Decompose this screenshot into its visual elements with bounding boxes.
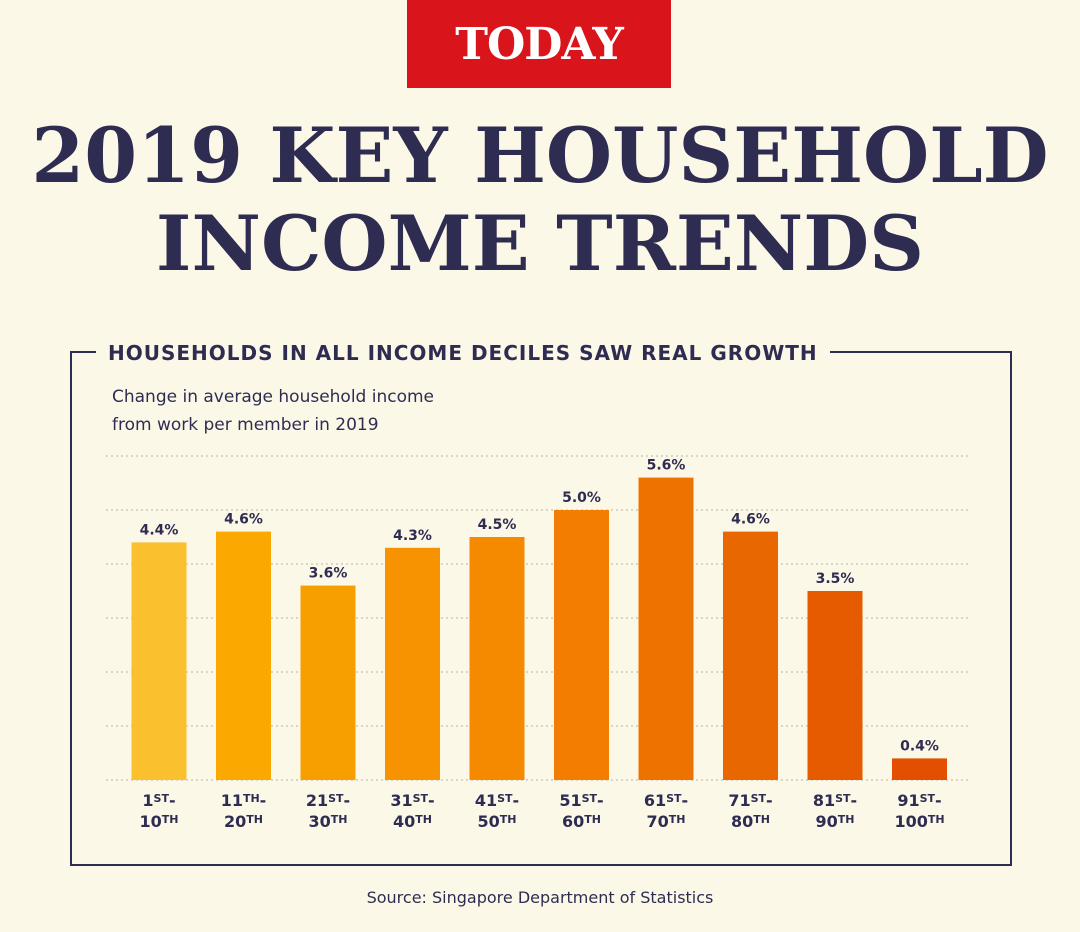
category-label-bottom: 20TH xyxy=(224,812,263,831)
category-label-top: 31ST- xyxy=(390,791,434,810)
category-label-bottom: 70TH xyxy=(647,812,686,831)
page-title-line-2: INCOME TRENDS xyxy=(155,199,925,288)
bar xyxy=(469,537,525,780)
bar xyxy=(131,542,187,780)
category-label-bottom: 60TH xyxy=(562,812,601,831)
category-label-top: 71ST- xyxy=(728,791,772,810)
bar-value-label: 4.4% xyxy=(140,522,179,538)
chart-subtitle: Change in average household income from … xyxy=(112,383,434,439)
category-label-bottom: 10TH xyxy=(140,812,179,831)
bar xyxy=(807,591,863,780)
bar xyxy=(723,531,778,780)
bar-value-label: 4.6% xyxy=(731,512,770,528)
bar xyxy=(892,758,947,780)
bar xyxy=(385,547,440,780)
category-label-top: 41ST- xyxy=(475,791,519,810)
bar xyxy=(638,477,694,780)
today-logo: TODAY xyxy=(407,0,671,88)
category-label-top: 91ST- xyxy=(897,791,941,810)
bar-value-label: 3.5% xyxy=(816,571,855,587)
bar-value-label: 5.0% xyxy=(562,490,601,506)
source-note: Source: Singapore Department of Statisti… xyxy=(366,888,714,907)
chart-subtitle-line-1: Change in average household income xyxy=(112,387,435,407)
bar-value-label: 4.3% xyxy=(393,528,432,544)
bar xyxy=(300,585,356,780)
category-label-top: 21ST- xyxy=(306,791,350,810)
page-title-line-1: 2019 KEY HOUSEHOLD xyxy=(31,111,1049,200)
category-label-bottom: 30TH xyxy=(309,812,348,831)
category-label-bottom: 40TH xyxy=(393,812,432,831)
page-title: 2019 KEY HOUSEHOLD INCOME TRENDS xyxy=(0,112,1080,288)
logo-text: TODAY xyxy=(455,18,624,70)
category-label-top: 61ST- xyxy=(644,791,688,810)
bar-value-label: 4.6% xyxy=(224,512,263,528)
category-label-bottom: 90TH xyxy=(816,812,855,831)
category-label-top: 11TH- xyxy=(221,791,267,810)
category-label-top: 1ST- xyxy=(142,791,175,810)
bar-value-label: 5.6% xyxy=(647,458,686,474)
category-label-bottom: 100TH xyxy=(894,812,944,831)
bar-value-label: 3.6% xyxy=(309,566,348,582)
bar xyxy=(216,531,271,780)
category-label-top: 81ST- xyxy=(813,791,857,810)
chart-section-title: HOUSEHOLDS IN ALL INCOME DECILES SAW REA… xyxy=(96,338,830,368)
category-label-bottom: 80TH xyxy=(731,812,770,831)
chart-subtitle-line-2: from work per member in 2019 xyxy=(112,415,379,435)
bar-value-label: 4.5% xyxy=(478,517,517,533)
bar-value-label: 0.4% xyxy=(900,738,939,754)
category-label-top: 51ST- xyxy=(559,791,603,810)
bar xyxy=(554,510,609,780)
category-label-bottom: 50TH xyxy=(478,812,517,831)
